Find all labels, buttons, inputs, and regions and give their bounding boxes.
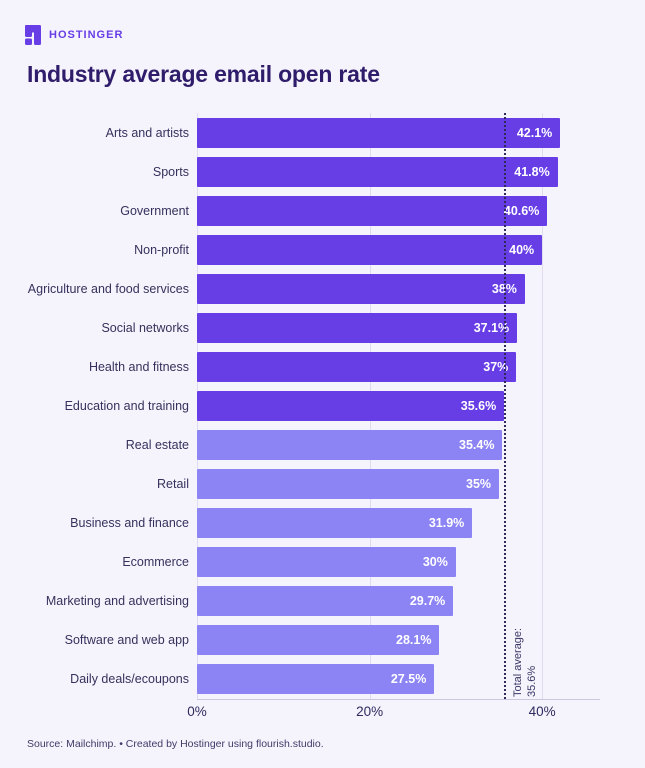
x-axis: 0% 20% 40%: [187, 704, 600, 724]
bar: 42.1%: [197, 117, 561, 148]
chart-rows: Arts and artists 42.1% Sports 41.8% Governme…: [0, 113, 645, 699]
bar: 29.7%: [197, 586, 454, 617]
bar: 37%: [197, 351, 517, 382]
bar-value-label: 30%: [422, 555, 448, 570]
chart-title: Industry average email open rate: [27, 61, 380, 87]
chart-row: Social networks 37.1%: [0, 308, 645, 347]
bar-track: 35.6%: [197, 390, 600, 421]
bar: 40%: [197, 234, 543, 265]
chart-row: Sports 41.8%: [0, 152, 645, 191]
category-label: Government: [120, 203, 189, 218]
bar-value-label: 41.8%: [514, 164, 550, 179]
bar: 38%: [197, 273, 525, 304]
x-axis-line: [197, 699, 600, 700]
chart-row: Arts and artists 42.1%: [0, 113, 645, 152]
bar-track: 37.1%: [197, 312, 600, 343]
bar: 35%: [197, 469, 500, 500]
bar-track: 38%: [197, 273, 600, 304]
bar-value-label: 40%: [509, 242, 535, 257]
category-label: Education and training: [64, 398, 189, 413]
bar-track: 29.7%: [197, 586, 600, 617]
chart-row: Software and web app 28.1%: [0, 621, 645, 660]
hostinger-logo: HOSTINGER: [25, 25, 123, 45]
bar: 37.1%: [197, 312, 518, 343]
category-label: Software and web app: [64, 633, 189, 648]
bar-track: 41.8%: [197, 156, 600, 187]
chart-row: Ecommerce 30%: [0, 543, 645, 582]
bar: 40.6%: [197, 195, 548, 226]
brand-wordmark: HOSTINGER: [49, 29, 124, 41]
chart-row: Non-profit 40%: [0, 230, 645, 269]
bar-track: 35.4%: [197, 430, 600, 461]
bar-value-label: 27.5%: [390, 672, 427, 687]
category-label: Real estate: [125, 438, 189, 453]
bar-track: 37%: [197, 351, 600, 382]
bar-value-label: 35.6%: [460, 398, 497, 413]
source-note: Source: Mailchimp. • Created by Hostinge…: [27, 738, 324, 750]
bar-value-label: 35.4%: [459, 438, 495, 453]
bar-value-label: 40.6%: [503, 203, 540, 218]
category-label: Business and finance: [70, 516, 189, 531]
bar-track: 40%: [197, 234, 600, 265]
bar: 28.1%: [197, 625, 440, 656]
bar: 41.8%: [197, 156, 558, 187]
category-label: Health and fitness: [88, 359, 189, 374]
chart-row: Real estate 35.4%: [0, 426, 645, 465]
bar-value-label: 38%: [491, 281, 517, 296]
chart-row: Health and fitness 37%: [0, 347, 645, 386]
x-axis-tick-label: 20%: [356, 704, 384, 719]
bar-track: 27.5%: [197, 664, 600, 695]
x-axis-tick-label: 0%: [187, 704, 207, 719]
hostinger-h-icon: [25, 25, 41, 45]
category-label: Sports: [152, 164, 189, 179]
bar-value-label: 29.7%: [409, 594, 446, 609]
category-label: Marketing and advertising: [45, 594, 189, 609]
bar: 35.4%: [197, 430, 503, 461]
category-label: Ecommerce: [122, 555, 189, 570]
bar-value-label: 37%: [483, 359, 509, 374]
gridline: [542, 113, 544, 699]
bar: 30%: [197, 547, 456, 578]
bar: 31.9%: [197, 508, 473, 539]
x-axis-tick-label: 40%: [528, 704, 556, 719]
category-label: Arts and artists: [105, 125, 189, 140]
category-label: Agriculture and food services: [27, 281, 189, 296]
bar-track: 42.1%: [197, 117, 600, 148]
bar-value-label: 31.9%: [428, 516, 465, 531]
bar-track: 40.6%: [197, 195, 600, 226]
bar-track: 30%: [197, 547, 600, 578]
bar-value-label: 37.1%: [473, 320, 510, 335]
chart-row: Business and finance 31.9%: [0, 504, 645, 543]
bar-value-label: 28.1%: [396, 633, 432, 648]
bar-track: 28.1%: [197, 625, 600, 656]
chart-row: Retail 35%: [0, 465, 645, 504]
chart-row: Government 40.6%: [0, 191, 645, 230]
category-label: Social networks: [101, 320, 189, 335]
category-label: Daily deals/ecoupons: [70, 672, 189, 687]
chart-row: Daily deals/ecoupons 27.5%: [0, 660, 645, 699]
bar: 35.6%: [197, 390, 505, 421]
category-label: Non-profit: [134, 242, 189, 257]
bar-track: 35%: [197, 469, 600, 500]
bar: 27.5%: [197, 664, 435, 695]
chart-row: Marketing and advertising 29.7%: [0, 582, 645, 621]
chart-row: Education and training 35.6%: [0, 386, 645, 425]
chart-row: Agriculture and food services 38%: [0, 269, 645, 308]
category-label: Retail: [157, 477, 189, 492]
bar-value-label: 35%: [466, 477, 492, 492]
bar-track: 31.9%: [197, 508, 600, 539]
bar-value-label: 42.1%: [516, 125, 553, 140]
